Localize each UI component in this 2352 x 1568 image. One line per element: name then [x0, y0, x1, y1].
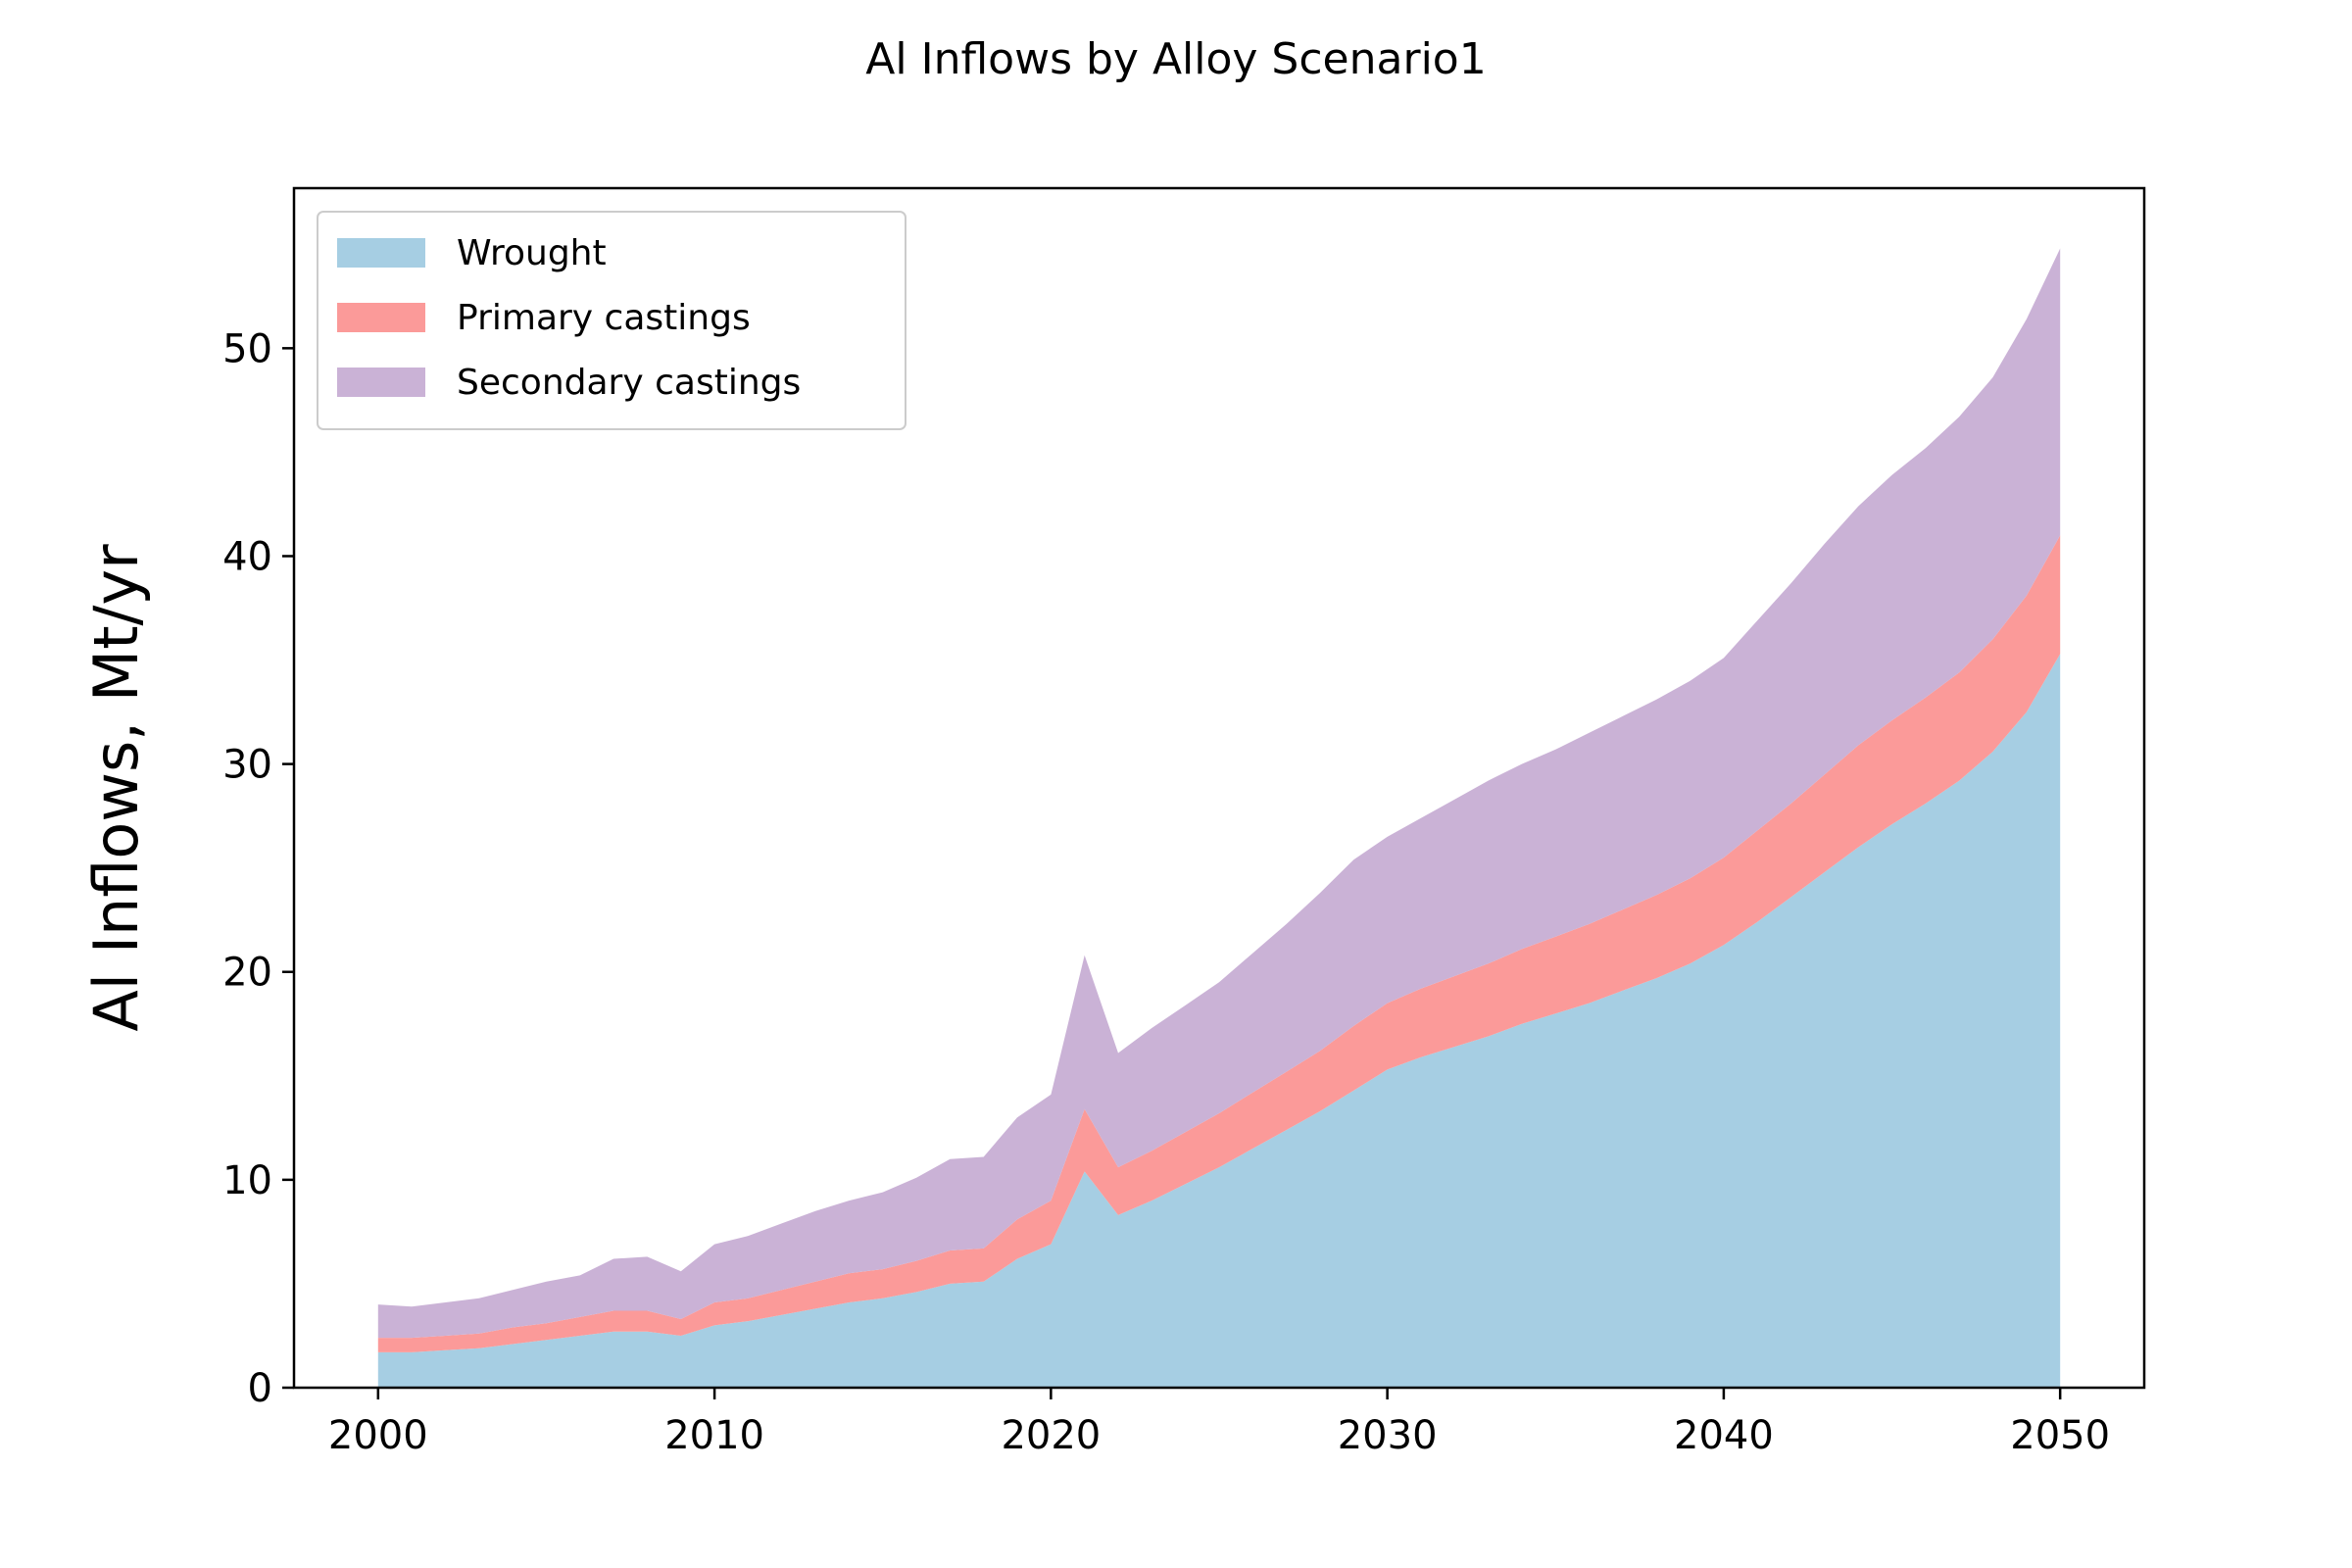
x-tick-label: 2040	[1674, 1413, 1774, 1458]
legend-box	[317, 211, 906, 430]
y-tick-label: 40	[222, 534, 272, 579]
legend-label: Secondary castings	[457, 363, 801, 403]
area-series-wrought	[377, 654, 2061, 1388]
legend-swatch	[337, 238, 425, 268]
legend: Wrought Primary castings Secondary casting…	[317, 211, 906, 430]
area-series-secondary-castings	[377, 248, 2061, 1339]
legend-swatch	[337, 368, 425, 397]
chart-title: Al Inflows by Alloy Scenario1	[865, 34, 1486, 84]
y-tick-label: 0	[248, 1366, 272, 1411]
x-tick-label: 2010	[664, 1413, 764, 1458]
y-tick-label: 10	[222, 1158, 272, 1203]
x-tick-label: 2020	[1001, 1413, 1101, 1458]
areas-layer	[377, 248, 2061, 1388]
y-tick-label: 50	[222, 326, 272, 371]
x-tick-label: 2030	[1338, 1413, 1438, 1458]
legend-label: Wrought	[457, 233, 607, 273]
x-tick-label: 2050	[2010, 1413, 2110, 1458]
y-tick-label: 20	[222, 951, 272, 996]
plot-frame	[292, 186, 2146, 1390]
legend-swatch	[337, 303, 425, 332]
x-axis: 2000 2010 2020 2030 2040 2050	[328, 1388, 2110, 1458]
y-axis-label: Al Inflows, Mt/yr	[80, 544, 152, 1032]
y-tick-label: 30	[222, 743, 272, 788]
legend-label: Primary castings	[457, 298, 751, 338]
x-tick-label: 2000	[328, 1413, 428, 1458]
area-series-primary-castings	[377, 535, 2061, 1352]
y-axis: 0 10 20 30 40 50	[222, 326, 294, 1411]
